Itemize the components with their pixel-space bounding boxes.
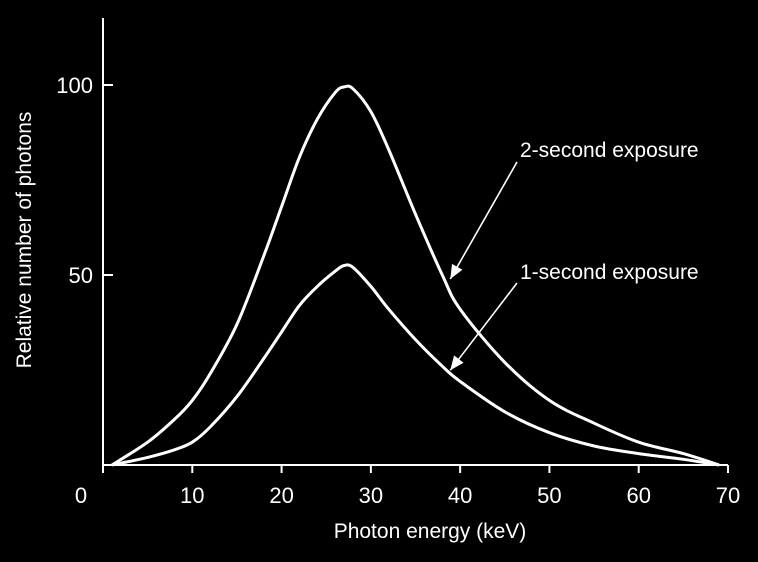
x-tick-label: 70	[716, 483, 740, 508]
x-tick-label: 30	[359, 483, 383, 508]
x-axis-label: Photon energy (keV)	[334, 520, 527, 543]
x-tick-label: 60	[626, 483, 650, 508]
annotation-1-second: 1-second exposure	[520, 261, 699, 284]
x-tick-label: 50	[537, 483, 561, 508]
x-tick-label: 20	[269, 483, 293, 508]
annotation-arrowhead	[450, 263, 463, 279]
x-tick-label: 10	[180, 483, 204, 508]
annotations: 2-second exposure 1-second exposure	[449, 139, 699, 371]
x-tick-label: 0	[75, 483, 87, 508]
annotation-arrow	[449, 282, 518, 371]
y-ticks: 50 100	[56, 73, 113, 288]
x-tick-label: 40	[448, 483, 472, 508]
y-axis-label: Relative number of photons	[13, 112, 36, 369]
x-ticks: 0 10 20 30 40 50 60 70	[75, 465, 740, 508]
y-tick-label: 100	[56, 73, 93, 98]
axes	[102, 18, 728, 466]
annotation-2-second: 2-second exposure	[520, 139, 699, 162]
annotation-arrow	[449, 161, 518, 280]
series-group	[111, 84, 720, 467]
y-tick-label: 50	[69, 263, 93, 288]
series-line-1-second	[111, 263, 720, 467]
series-line-2-second	[111, 84, 720, 467]
annotation-arrowhead	[450, 355, 464, 371]
